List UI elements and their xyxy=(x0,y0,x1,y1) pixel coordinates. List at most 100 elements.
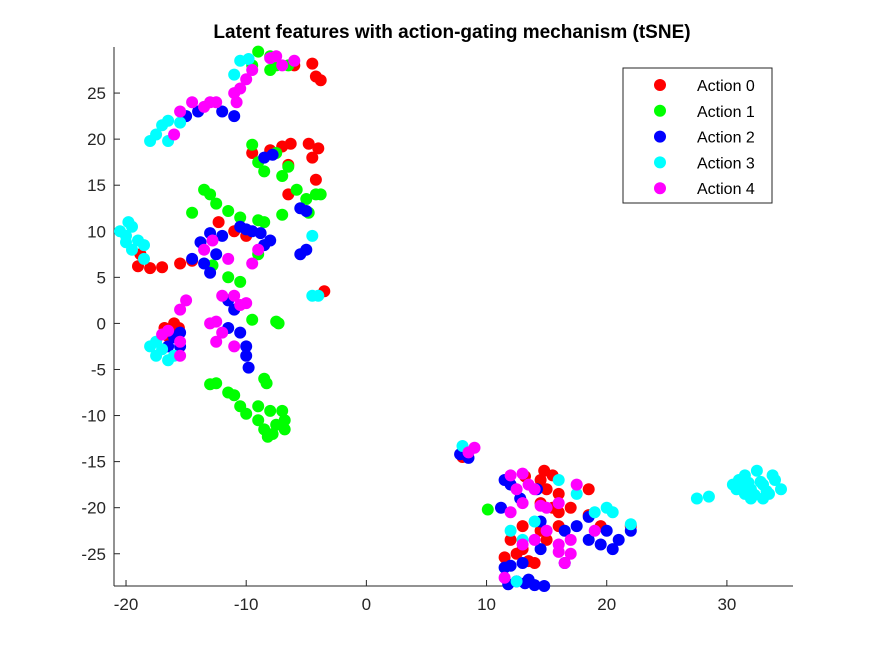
data-point xyxy=(624,518,637,531)
data-point xyxy=(564,501,577,514)
data-point xyxy=(246,147,259,159)
x-tick-label: 0 xyxy=(362,595,371,614)
data-point xyxy=(234,211,247,224)
data-point xyxy=(606,543,619,556)
data-point xyxy=(564,547,577,560)
data-point xyxy=(240,297,253,310)
data-point xyxy=(198,100,211,113)
data-point xyxy=(210,335,223,348)
data-point xyxy=(516,497,529,510)
data-point xyxy=(312,289,325,302)
data-point xyxy=(504,506,517,519)
data-point xyxy=(270,50,283,63)
data-point xyxy=(228,389,241,402)
series-action-4 xyxy=(156,50,601,584)
y-tick-label: 5 xyxy=(97,268,106,287)
data-point xyxy=(198,243,211,256)
data-point xyxy=(570,478,583,491)
data-point xyxy=(516,520,529,533)
data-point xyxy=(246,64,259,76)
data-point xyxy=(314,74,327,87)
data-point xyxy=(240,349,253,362)
data-point xyxy=(306,57,319,70)
data-point xyxy=(540,483,553,496)
data-point xyxy=(246,257,259,270)
data-point xyxy=(510,483,523,496)
data-point xyxy=(261,430,274,443)
data-point xyxy=(252,243,265,256)
legend-label: Action 1 xyxy=(697,104,755,121)
legend-marker xyxy=(654,104,666,117)
y-tick-label: -25 xyxy=(81,545,106,564)
y-tick-label: 25 xyxy=(87,84,106,103)
x-tick-label: 10 xyxy=(477,595,496,614)
data-point xyxy=(468,441,481,454)
data-point xyxy=(228,68,241,81)
data-point xyxy=(174,349,187,362)
data-point xyxy=(258,216,271,229)
data-point xyxy=(276,208,289,221)
data-point xyxy=(481,503,494,516)
data-point xyxy=(582,483,595,496)
data-point xyxy=(252,45,265,58)
data-point xyxy=(228,340,241,353)
data-point xyxy=(272,317,285,330)
data-point xyxy=(540,524,553,537)
data-point xyxy=(174,335,187,348)
data-point xyxy=(504,533,517,546)
y-tick-label: -10 xyxy=(81,407,106,426)
data-point xyxy=(594,538,607,551)
data-point xyxy=(606,506,619,519)
data-point xyxy=(528,483,541,496)
data-point xyxy=(260,377,273,390)
data-point xyxy=(588,506,601,519)
data-point xyxy=(206,234,219,247)
y-tick-label: 10 xyxy=(87,222,106,241)
legend-box xyxy=(622,67,773,204)
data-point xyxy=(240,407,253,420)
data-point xyxy=(510,575,523,588)
data-point xyxy=(522,573,535,586)
data-point xyxy=(742,476,755,489)
data-point xyxy=(558,524,571,537)
data-point xyxy=(138,252,150,265)
data-point xyxy=(570,487,583,500)
data-points xyxy=(114,45,787,592)
data-point xyxy=(210,248,223,261)
series-action-3 xyxy=(114,53,787,588)
data-point xyxy=(288,54,301,67)
data-point xyxy=(290,183,303,196)
data-point xyxy=(228,110,241,123)
series-action-0 xyxy=(132,57,637,569)
y-tick-label: 20 xyxy=(87,130,106,149)
legend-label: Action 4 xyxy=(697,181,755,198)
data-point xyxy=(180,294,193,307)
data-point xyxy=(276,59,289,72)
data-point xyxy=(600,524,613,537)
legend-label: Action 2 xyxy=(697,130,755,147)
data-point xyxy=(254,227,267,240)
data-point xyxy=(138,239,150,252)
data-point xyxy=(242,53,255,65)
legend-label: Action 0 xyxy=(697,78,755,95)
data-point xyxy=(754,475,767,488)
data-point xyxy=(210,315,223,328)
y-tick-label: 0 xyxy=(97,314,106,333)
data-point xyxy=(552,506,565,519)
data-point xyxy=(210,197,223,210)
data-point xyxy=(120,236,132,249)
data-point xyxy=(276,404,289,417)
data-point xyxy=(162,114,175,127)
data-point xyxy=(516,557,529,569)
data-point xyxy=(174,257,187,270)
data-point xyxy=(300,205,313,217)
data-point xyxy=(174,116,187,129)
data-point xyxy=(156,328,169,341)
data-point xyxy=(174,303,187,316)
y-axis-ticks: 25 20 15 10 5 0 -5 -10 -15 -20 -25 xyxy=(81,84,120,564)
data-point xyxy=(314,188,327,201)
data-point xyxy=(216,326,229,339)
data-point xyxy=(252,414,265,427)
data-point xyxy=(240,340,253,353)
data-point xyxy=(156,261,169,274)
